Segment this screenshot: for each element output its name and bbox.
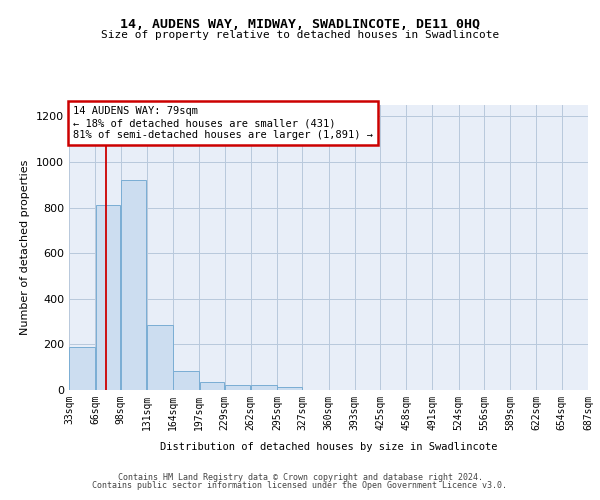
Bar <box>70 346 95 390</box>
Bar <box>251 386 277 390</box>
Text: Size of property relative to detached houses in Swadlincote: Size of property relative to detached ho… <box>101 30 499 40</box>
Text: Contains HM Land Registry data © Crown copyright and database right 2024.: Contains HM Land Registry data © Crown c… <box>118 472 482 482</box>
Text: 14, AUDENS WAY, MIDWAY, SWADLINCOTE, DE11 0HQ: 14, AUDENS WAY, MIDWAY, SWADLINCOTE, DE1… <box>120 18 480 30</box>
Bar <box>277 388 302 390</box>
Text: Contains public sector information licensed under the Open Government Licence v3: Contains public sector information licen… <box>92 481 508 490</box>
Text: 14 AUDENS WAY: 79sqm
← 18% of detached houses are smaller (431)
81% of semi-deta: 14 AUDENS WAY: 79sqm ← 18% of detached h… <box>73 106 373 140</box>
Bar <box>200 382 224 390</box>
Text: Distribution of detached houses by size in Swadlincote: Distribution of detached houses by size … <box>160 442 497 452</box>
Y-axis label: Number of detached properties: Number of detached properties <box>20 160 31 335</box>
Bar <box>173 370 199 390</box>
Bar <box>147 325 173 390</box>
Bar <box>225 386 250 390</box>
Bar <box>121 180 146 390</box>
Bar <box>95 206 120 390</box>
